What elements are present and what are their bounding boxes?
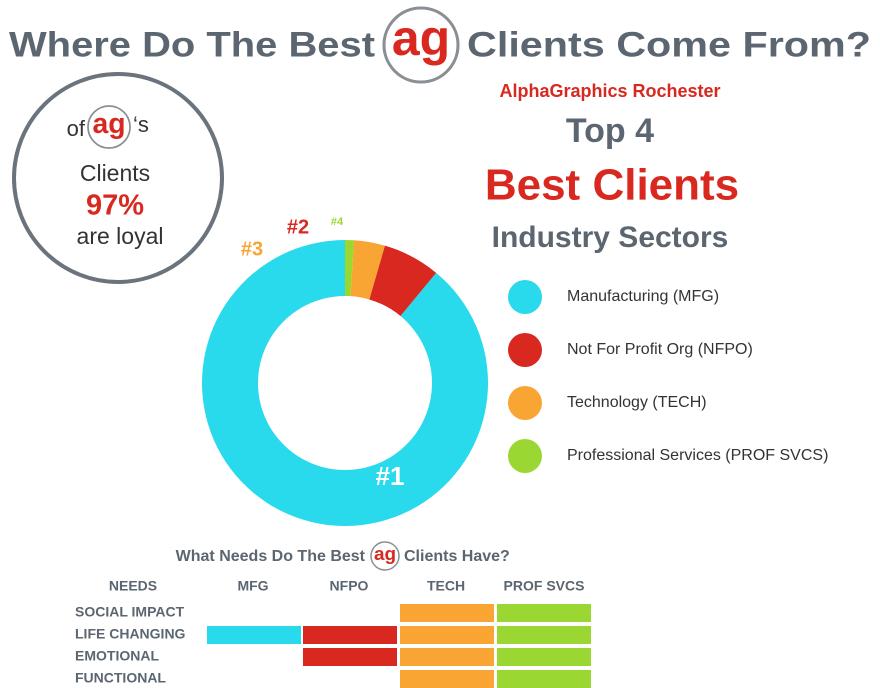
row-label: FUNCTIONAL bbox=[75, 670, 166, 686]
badge bbox=[12, 72, 224, 284]
column-header: NEEDS bbox=[109, 578, 157, 594]
donut-slice bbox=[350, 240, 385, 300]
row-label: SOCIAL IMPACT bbox=[75, 604, 185, 620]
logo-ring bbox=[87, 105, 131, 149]
legend-swatch bbox=[508, 386, 542, 420]
chart-title: Best Clients bbox=[485, 161, 739, 210]
badge-text: Clients bbox=[80, 160, 150, 186]
logo: ag bbox=[374, 544, 396, 565]
need-cell bbox=[497, 604, 591, 622]
logo: ag bbox=[92, 108, 125, 140]
table-title: Clients Have? bbox=[404, 548, 510, 565]
need-cell bbox=[400, 648, 494, 666]
chart-subtitle: Industry Sectors bbox=[492, 221, 729, 254]
need-cell bbox=[497, 648, 591, 666]
logo-ring bbox=[382, 6, 460, 84]
logo: ag bbox=[392, 10, 450, 66]
logo-ring bbox=[370, 541, 400, 571]
rank-label: #1 bbox=[376, 461, 405, 491]
column-header: TECH bbox=[427, 578, 465, 594]
donut-slice bbox=[369, 245, 437, 316]
need-cell bbox=[497, 670, 591, 688]
badge-percent: 97% bbox=[86, 190, 144, 222]
legend-swatch bbox=[508, 333, 542, 367]
title: Where Do The Best bbox=[9, 25, 375, 64]
legend-swatch bbox=[508, 439, 542, 473]
column-header: PROF SVCS bbox=[504, 578, 585, 594]
legend-label: Technology (TECH) bbox=[567, 394, 707, 411]
need-cell bbox=[303, 626, 397, 644]
legend-label: Manufacturing (MFG) bbox=[567, 288, 719, 305]
donut-slice bbox=[345, 240, 354, 297]
subtitle: AlphaGraphics Rochester bbox=[499, 81, 720, 101]
legend-swatch bbox=[508, 280, 542, 314]
need-cell bbox=[207, 626, 301, 644]
column-header: NFPO bbox=[330, 578, 369, 594]
legend-label: Professional Services (PROF SVCS) bbox=[567, 447, 828, 464]
badge-text: are loyal bbox=[77, 223, 164, 249]
need-cell bbox=[400, 604, 494, 622]
row-label: LIFE CHANGING bbox=[75, 626, 186, 642]
rank-label: #2 bbox=[287, 216, 309, 238]
legend-label: Not For Profit Org (NFPO) bbox=[567, 341, 753, 358]
need-cell bbox=[303, 648, 397, 666]
row-label: EMOTIONAL bbox=[75, 648, 159, 664]
rank-label: #4 bbox=[331, 216, 344, 228]
badge-text: of bbox=[67, 116, 86, 141]
title: Clients Come From? bbox=[467, 25, 871, 64]
badge-text: ‘s bbox=[133, 112, 149, 137]
need-cell bbox=[400, 670, 494, 688]
table-title: What Needs Do The Best bbox=[176, 548, 366, 565]
need-cell bbox=[400, 626, 494, 644]
column-header: MFG bbox=[237, 578, 268, 594]
donut-slice bbox=[201, 239, 488, 526]
rank-label: #3 bbox=[241, 238, 263, 260]
need-cell bbox=[497, 626, 591, 644]
chart-pretitle: Top 4 bbox=[566, 112, 654, 150]
